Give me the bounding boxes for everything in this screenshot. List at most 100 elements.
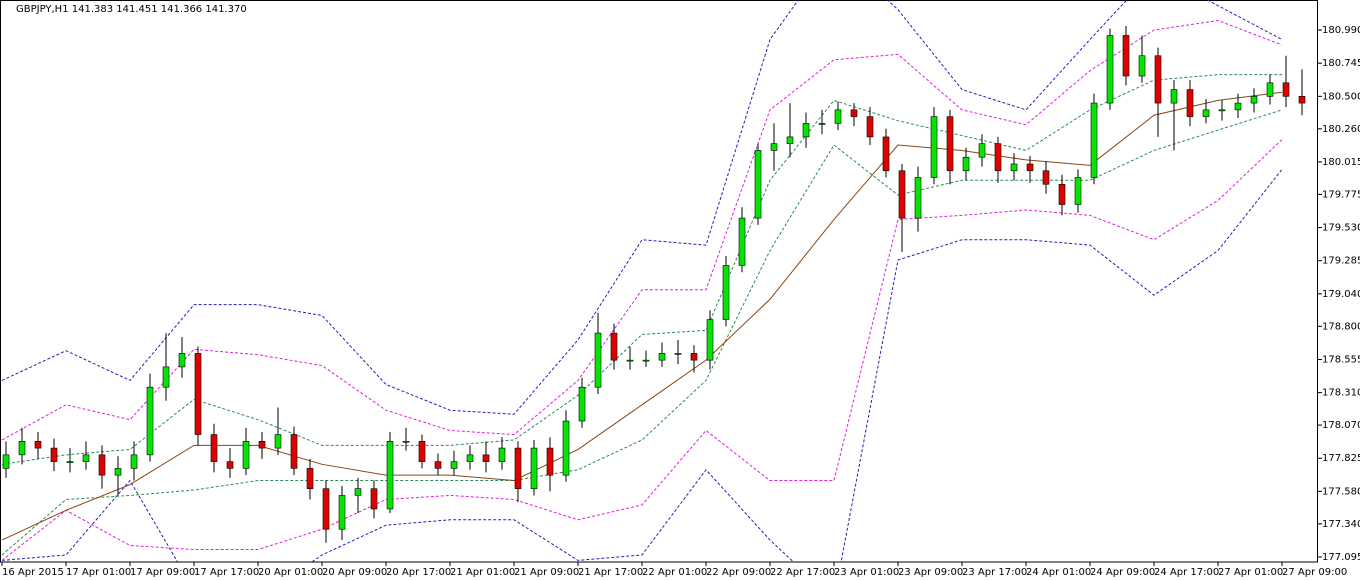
candle-body xyxy=(146,386,154,456)
candle-body xyxy=(338,495,346,530)
candle-body xyxy=(2,454,10,469)
band-line xyxy=(1,74,1282,465)
candle-body xyxy=(994,143,1002,172)
x-tick-label: 22 Apr 17:00 xyxy=(770,567,835,578)
x-tick-label: 20 Apr 01:00 xyxy=(258,567,323,578)
candle-body xyxy=(578,386,586,422)
x-tick-label: 17 Apr 09:00 xyxy=(130,567,195,578)
x-tick-label: 24 Apr 09:00 xyxy=(1090,567,1155,578)
y-tick-label: 179.285 xyxy=(1322,256,1360,267)
band-line xyxy=(1,169,1283,562)
candle-body xyxy=(194,353,202,435)
x-tick-label: 17 Apr 01:00 xyxy=(66,567,131,578)
candle-body xyxy=(850,109,858,117)
x-tick-label: 27 Apr 09:00 xyxy=(1282,567,1347,578)
candle-body xyxy=(114,468,122,476)
x-tick-label: 21 Apr 17:00 xyxy=(578,567,643,578)
candle-body xyxy=(1186,89,1194,117)
x-tick-label: 23 Apr 17:00 xyxy=(962,567,1027,578)
x-tick-label: 21 Apr 01:00 xyxy=(450,567,515,578)
y-tick-label: 180.990 xyxy=(1322,25,1360,36)
candle-body xyxy=(322,488,330,530)
candle-body xyxy=(674,353,682,355)
candle-body xyxy=(962,156,970,172)
candle-body xyxy=(1170,89,1178,104)
x-tick-label: 23 Apr 01:00 xyxy=(834,567,899,578)
candle-body xyxy=(1266,82,1274,97)
candle-body xyxy=(626,359,634,362)
candle-body xyxy=(738,217,746,266)
candle-body xyxy=(50,447,58,462)
y-tick-label: 178.800 xyxy=(1322,321,1360,332)
candle-body xyxy=(1218,109,1226,112)
x-tick-label: 23 Apr 09:00 xyxy=(898,567,963,578)
candle-body xyxy=(722,265,730,320)
candle-body xyxy=(610,332,618,361)
candle-body xyxy=(546,447,554,476)
candle-body xyxy=(1234,102,1242,111)
candle-body xyxy=(482,454,490,462)
candle-body xyxy=(1138,55,1146,77)
candle-body xyxy=(642,359,650,362)
y-tick-label: 179.530 xyxy=(1322,223,1360,234)
candle-body xyxy=(978,143,986,158)
plot-area xyxy=(1,0,1306,562)
candle-body xyxy=(914,177,922,219)
candle-body xyxy=(530,447,538,489)
candle-body xyxy=(306,468,314,489)
candle-body xyxy=(450,461,458,469)
y-tick-label: 178.070 xyxy=(1322,420,1360,431)
chart-title: GBPJPY,H1 141.383 141.451 141.366 141.37… xyxy=(16,4,247,15)
candle-body xyxy=(1282,82,1290,97)
candle-body xyxy=(178,353,186,368)
band-line xyxy=(1,139,1283,561)
candle-body xyxy=(162,366,170,388)
candle-body xyxy=(466,454,474,462)
candle-body xyxy=(1026,163,1034,172)
y-tick-label: 178.310 xyxy=(1322,388,1360,399)
plot-frame xyxy=(0,0,1318,563)
y-tick-label: 177.580 xyxy=(1322,486,1360,497)
y-tick-label: 177.340 xyxy=(1322,519,1360,530)
band-line xyxy=(1,0,1283,415)
candle-body xyxy=(1074,177,1082,205)
candle-body xyxy=(66,461,74,463)
candle-body xyxy=(690,353,698,361)
candle-body xyxy=(418,441,426,462)
candle-body xyxy=(258,441,266,449)
candle-body xyxy=(818,123,826,125)
candle-body xyxy=(658,353,666,361)
y-tick-label: 180.745 xyxy=(1322,58,1360,69)
candle-body xyxy=(210,434,218,462)
candle-body xyxy=(34,441,42,449)
candle-body xyxy=(770,143,778,151)
candle-body xyxy=(1010,163,1018,172)
y-tick-label: 177.825 xyxy=(1322,453,1360,464)
x-tick-label: 21 Apr 09:00 xyxy=(514,567,579,578)
candle-body xyxy=(18,441,26,456)
candle-body xyxy=(290,434,298,469)
candle-body xyxy=(786,136,794,144)
candle-body xyxy=(866,116,874,138)
x-tick-label: 24 Apr 01:00 xyxy=(1026,567,1091,578)
candle-body xyxy=(946,116,954,172)
candle-body xyxy=(82,454,90,462)
band-line xyxy=(1,20,1283,441)
y-tick-label: 177.095 xyxy=(1322,552,1360,563)
candle-body xyxy=(514,447,522,489)
x-tick-label: 20 Apr 09:00 xyxy=(322,567,387,578)
y-tick-label: 178.555 xyxy=(1322,354,1360,365)
candle-body xyxy=(594,332,602,388)
x-tick-label: 27 Apr 01:00 xyxy=(1218,567,1283,578)
candle-body xyxy=(802,123,810,138)
candle-body xyxy=(898,170,906,219)
candle-body xyxy=(1058,183,1066,205)
x-tick-label: 22 Apr 01:00 xyxy=(642,567,707,578)
candle-body xyxy=(402,441,410,443)
candle-body xyxy=(1042,170,1050,185)
candle-body xyxy=(1106,35,1114,104)
y-tick-label: 179.775 xyxy=(1322,189,1360,200)
candle-body xyxy=(882,136,890,172)
candle-body xyxy=(1202,109,1210,117)
